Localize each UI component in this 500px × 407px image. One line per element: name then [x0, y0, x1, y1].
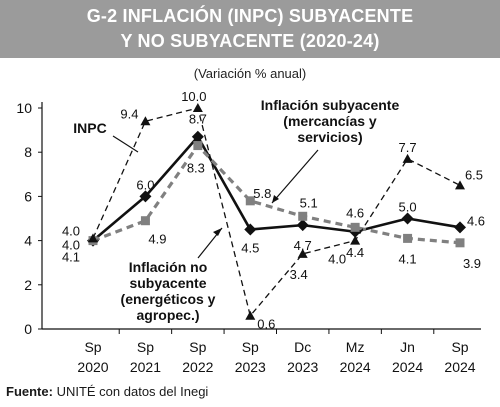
annotation-subyacente: (mercancías y — [283, 113, 377, 129]
x-tick-label: Sp — [84, 339, 101, 355]
x-tick-label: 2024 — [392, 359, 423, 375]
data-label-inpc: 5.0 — [399, 200, 417, 215]
x-tick-label: 2023 — [287, 359, 318, 375]
point-no-subyacente — [297, 248, 308, 258]
x-tick-label: 2024 — [340, 359, 371, 375]
point-no-subyacente — [140, 116, 151, 126]
source-text: UNITÉ con datos del Inegi — [52, 384, 209, 399]
x-tick-label: Sp — [451, 339, 468, 355]
x-tick-label: 2023 — [235, 359, 266, 375]
point-subyacente — [193, 141, 203, 151]
point-no-subyacente — [88, 233, 98, 243]
annotation-arrowhead — [213, 228, 222, 236]
annotation-no-subyacente: (energéticos y — [121, 291, 216, 307]
data-label-no-subyacente: 4.1 — [62, 249, 80, 264]
data-label-inpc: 6.0 — [136, 177, 154, 192]
y-tick-label: 2 — [24, 277, 32, 293]
data-label-inpc: 8.7 — [189, 112, 207, 127]
chart-title-line-1: G-2 INFLACIÓN (INPC) SUBYACENTE — [86, 6, 414, 26]
data-label-subyacente: 3.9 — [463, 256, 481, 271]
x-tick-label: 2024 — [444, 359, 475, 375]
annotation-subyacente: servicios) — [297, 129, 362, 145]
data-label-no-subyacente: 0.6 — [257, 317, 275, 332]
chart-subtitle: (Variación % anual) — [193, 66, 307, 81]
data-label-no-subyacente: 4.0 — [328, 252, 346, 267]
x-tick-label: Dc — [294, 339, 311, 355]
annotation-leader — [112, 135, 139, 153]
x-tick-label: Sp — [189, 339, 206, 355]
x-tick-label: Jn — [400, 339, 415, 355]
data-label-subyacente: 4.1 — [399, 251, 417, 266]
data-label-inpc: 4.0 — [62, 224, 80, 239]
data-label-inpc: 4.4 — [346, 245, 364, 260]
point-no-subyacente — [192, 103, 203, 112]
point-inpc — [139, 190, 152, 203]
x-tick-label: 2021 — [130, 359, 161, 375]
point-no-subyacente — [245, 310, 256, 320]
x-tick-label: Sp — [137, 339, 154, 355]
y-tick-label: 6 — [24, 188, 32, 204]
annotation-inpc: INPC — [73, 120, 106, 136]
chart-title-line-2: Y NO SUBYACENTE (2020-24) — [120, 31, 380, 51]
point-subyacente — [455, 238, 465, 248]
data-label-inpc: 4.6 — [467, 213, 485, 228]
x-tick-label: Mz — [346, 339, 365, 355]
x-tick-label: Sp — [242, 339, 259, 355]
annotation-no-subyacente: subyacente — [129, 275, 206, 291]
data-label-no-subyacente: 3.4 — [290, 267, 308, 282]
data-label-subyacente: 4.0 — [62, 238, 80, 253]
point-subyacente — [140, 216, 150, 226]
series-line-no-subyacente — [92, 107, 461, 317]
point-subyacente — [298, 211, 308, 221]
series-line-inpc — [92, 135, 461, 242]
data-label-subyacente: 4.9 — [148, 232, 166, 247]
x-tick-label: 2022 — [182, 359, 213, 375]
point-subyacente — [403, 233, 413, 243]
annotation-no-subyacente: agropec.) — [136, 307, 199, 323]
data-label-subyacente: 8.3 — [187, 161, 205, 176]
point-inpc — [401, 212, 414, 225]
series-line-subyacente — [92, 143, 461, 245]
point-subyacente — [350, 222, 360, 232]
point-no-subyacente — [350, 235, 361, 245]
data-label-inpc: 4.5 — [241, 241, 259, 256]
data-label-no-subyacente: 10.0 — [181, 89, 206, 104]
point-inpc — [296, 219, 309, 232]
y-tick-label: 4 — [24, 233, 32, 249]
data-label-subyacente: 5.1 — [300, 195, 318, 210]
point-subyacente — [245, 196, 255, 206]
point-inpc — [244, 223, 257, 236]
data-label-no-subyacente: 9.4 — [120, 106, 138, 121]
data-label-subyacente: 5.8 — [253, 186, 271, 201]
data-label-inpc: 4.7 — [294, 238, 312, 253]
data-label-subyacente: 4.6 — [346, 205, 364, 220]
chart-header: G-2 INFLACIÓN (INPC) SUBYACENTE Y NO SUB… — [0, 0, 500, 58]
y-tick-label: 0 — [24, 321, 32, 337]
point-inpc — [191, 130, 204, 143]
data-label-no-subyacente: 6.5 — [465, 167, 483, 182]
annotation-subyacente: Inflación subyacente — [261, 97, 400, 113]
data-label-no-subyacente: 7.7 — [399, 140, 417, 155]
source-label: Fuente: — [6, 384, 53, 399]
annotation-no-subyacente: Inflación no — [129, 259, 208, 275]
y-tick-label: 10 — [16, 100, 32, 116]
annotation-leader — [271, 149, 319, 204]
x-tick-label: 2020 — [77, 359, 108, 375]
point-inpc — [454, 221, 466, 234]
point-no-subyacente — [455, 180, 465, 190]
point-no-subyacente — [402, 153, 413, 163]
annotation-arrowhead — [272, 195, 279, 203]
source-note: Fuente: UNITÉ con datos del Inegi — [6, 384, 208, 399]
y-tick-label: 8 — [24, 144, 32, 160]
